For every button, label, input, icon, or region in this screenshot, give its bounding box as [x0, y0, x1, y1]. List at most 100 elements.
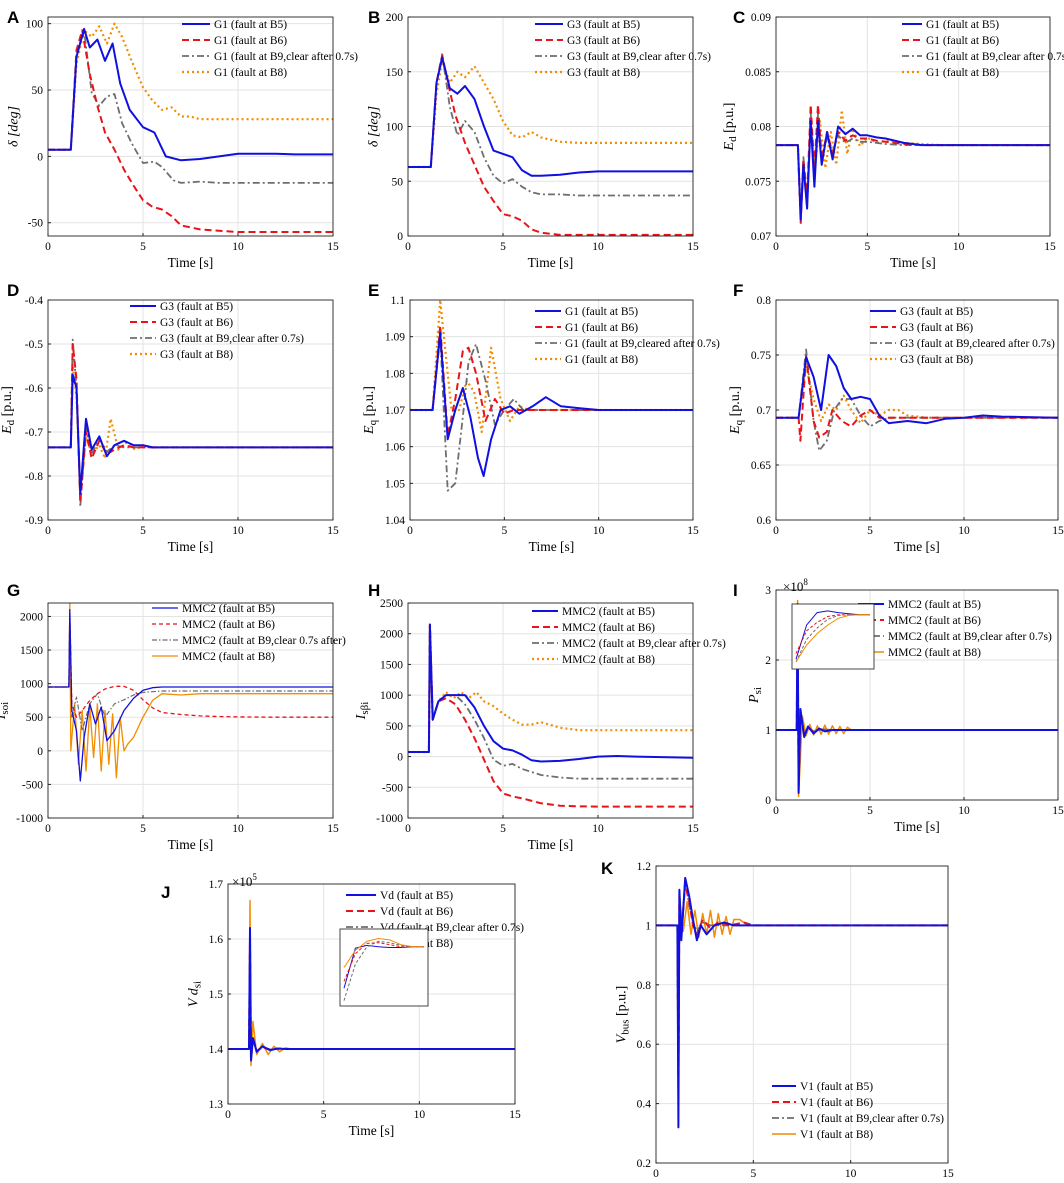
y-tick-label: 1.7	[209, 879, 224, 891]
y-tick-label: 1.4	[209, 1044, 224, 1056]
zoom-inset	[339, 928, 429, 1007]
x-tick-label: 5	[140, 525, 146, 537]
y-tick-label: 0.07	[751, 231, 771, 243]
x-tick-label: 0	[45, 241, 51, 253]
y-tick-label: 0.4	[637, 1099, 652, 1111]
series-group	[776, 103, 1050, 224]
plot-area	[656, 866, 948, 1163]
x-axis-label: Time [s]	[168, 255, 214, 270]
legend-label: MMC2 (fault at B5)	[888, 599, 981, 611]
y-axis-label: Ed [p.u.]	[0, 386, 17, 435]
series-line	[776, 599, 1058, 798]
y-tick-label: 1500	[20, 645, 43, 657]
y-axis-label: Vbus [p.u.]	[614, 986, 631, 1044]
legend-label: MMC2 (fault at B9,clear after 0.7s)	[562, 638, 726, 650]
x-tick-label: 10	[232, 823, 244, 835]
y-tick-label: 2000	[380, 629, 403, 641]
legend-label: G1 (fault at B8)	[214, 67, 287, 79]
y-tick-label: 0.09	[751, 12, 771, 24]
legend-label: G3 (fault at B6)	[160, 317, 233, 329]
legend-label: MMC2 (fault at B6)	[562, 622, 655, 634]
y-tick-label: 1.04	[385, 515, 405, 527]
legend-label: V1 (fault at B5)	[800, 1081, 873, 1093]
x-axis-label: Time [s]	[168, 539, 214, 554]
legend-label: MMC2 (fault at B5)	[562, 606, 655, 618]
legend-label: MMC2 (fault at B8)	[562, 654, 655, 666]
y-tick-label: -0.8	[25, 471, 43, 483]
plot-area	[408, 603, 693, 818]
legend-label: MMC2 (fault at B6)	[182, 619, 275, 631]
y-tick-label: 150	[386, 67, 404, 79]
inset-series-line	[343, 937, 424, 968]
x-tick-label: 0	[407, 525, 413, 537]
x-tick-label: 15	[509, 1109, 521, 1121]
x-tick-label: 10	[958, 805, 970, 817]
x-axis-label: Time [s]	[528, 837, 574, 852]
legend-label: MMC2 (fault at B8)	[182, 651, 275, 663]
series-line	[410, 324, 693, 437]
legend-label: G3 (fault at B9,clear after 0.7s)	[160, 333, 304, 345]
y-tick-label: 1.08	[385, 368, 405, 380]
y-axis-label: δ [deg]	[366, 106, 381, 147]
x-tick-label: 5	[500, 241, 506, 253]
y-tick-label: 0.6	[637, 1039, 652, 1051]
legend-label: G1 (fault at B6)	[565, 322, 638, 334]
x-tick-label: 10	[593, 525, 605, 537]
y-tick-label: 0	[37, 151, 43, 163]
y-tick-label: 0.75	[751, 350, 771, 362]
inset-series-line	[343, 942, 424, 982]
x-tick-label: 0	[45, 525, 51, 537]
x-tick-label: 0	[405, 241, 411, 253]
series-line	[776, 354, 1058, 442]
y-tick-label: -0.6	[25, 383, 43, 395]
series-line	[228, 899, 515, 1067]
y-tick-label: 1	[645, 920, 651, 932]
y-tick-label: 1.6	[209, 934, 224, 946]
x-tick-label: 5	[867, 805, 873, 817]
y-tick-label: 1	[765, 725, 771, 737]
y-tick-label: -1000	[376, 813, 403, 825]
series-line	[48, 29, 333, 184]
inset-series-line	[795, 614, 870, 663]
x-tick-label: 0	[653, 1168, 659, 1180]
x-tick-label: 5	[140, 823, 146, 835]
x-tick-label: 15	[327, 823, 339, 835]
x-axis-label: Time [s]	[528, 255, 574, 270]
legend-label: G3 (fault at B6)	[567, 35, 640, 47]
series-line	[776, 364, 1058, 425]
x-tick-label: 10	[845, 1168, 857, 1180]
y-axis-label: Eq [p.u.]	[362, 386, 379, 435]
series-group	[228, 899, 515, 1067]
y-tick-label: 0.8	[757, 295, 772, 307]
y-tick-label: 0.075	[745, 176, 771, 188]
axes-box	[655, 865, 949, 1164]
x-axis-label: Time [s]	[529, 539, 575, 554]
plot-area	[48, 17, 333, 236]
y-tick-label: -0.5	[25, 339, 43, 351]
series-group	[776, 348, 1058, 452]
y-tick-label: -50	[28, 218, 44, 230]
legend-label: V1 (fault at B6)	[800, 1097, 873, 1109]
y-tick-label: 1.3	[209, 1099, 224, 1111]
y-axis-label: V dsi	[186, 981, 203, 1007]
x-tick-label: 10	[958, 525, 970, 537]
legend-label: MMC2 (fault at B9,clear after 0.7s)	[888, 631, 1052, 643]
chart-panel-i: I 0 5 10 15 0 1 2 3 Time [s] Psi ×108 MMC2 (fault at…	[733, 577, 1064, 834]
y-tick-label: 100	[26, 19, 44, 31]
y-tick-label: -0.7	[25, 427, 43, 439]
x-tick-label: 15	[942, 1168, 954, 1180]
panel-letter: A	[7, 8, 19, 27]
plot-area	[48, 603, 333, 818]
x-tick-label: 5	[867, 525, 873, 537]
y-tick-label: 2	[765, 655, 771, 667]
y-tick-label: 1.5	[209, 989, 224, 1001]
panel-letter: B	[368, 8, 380, 27]
y-axis-label: Ed [p.u.]	[722, 103, 739, 152]
y-tick-label: 1.2	[637, 861, 652, 873]
legend-label: MMC2 (fault at B6)	[888, 615, 981, 627]
y-tick-label: 1.09	[385, 332, 405, 344]
series-line	[228, 927, 515, 1061]
